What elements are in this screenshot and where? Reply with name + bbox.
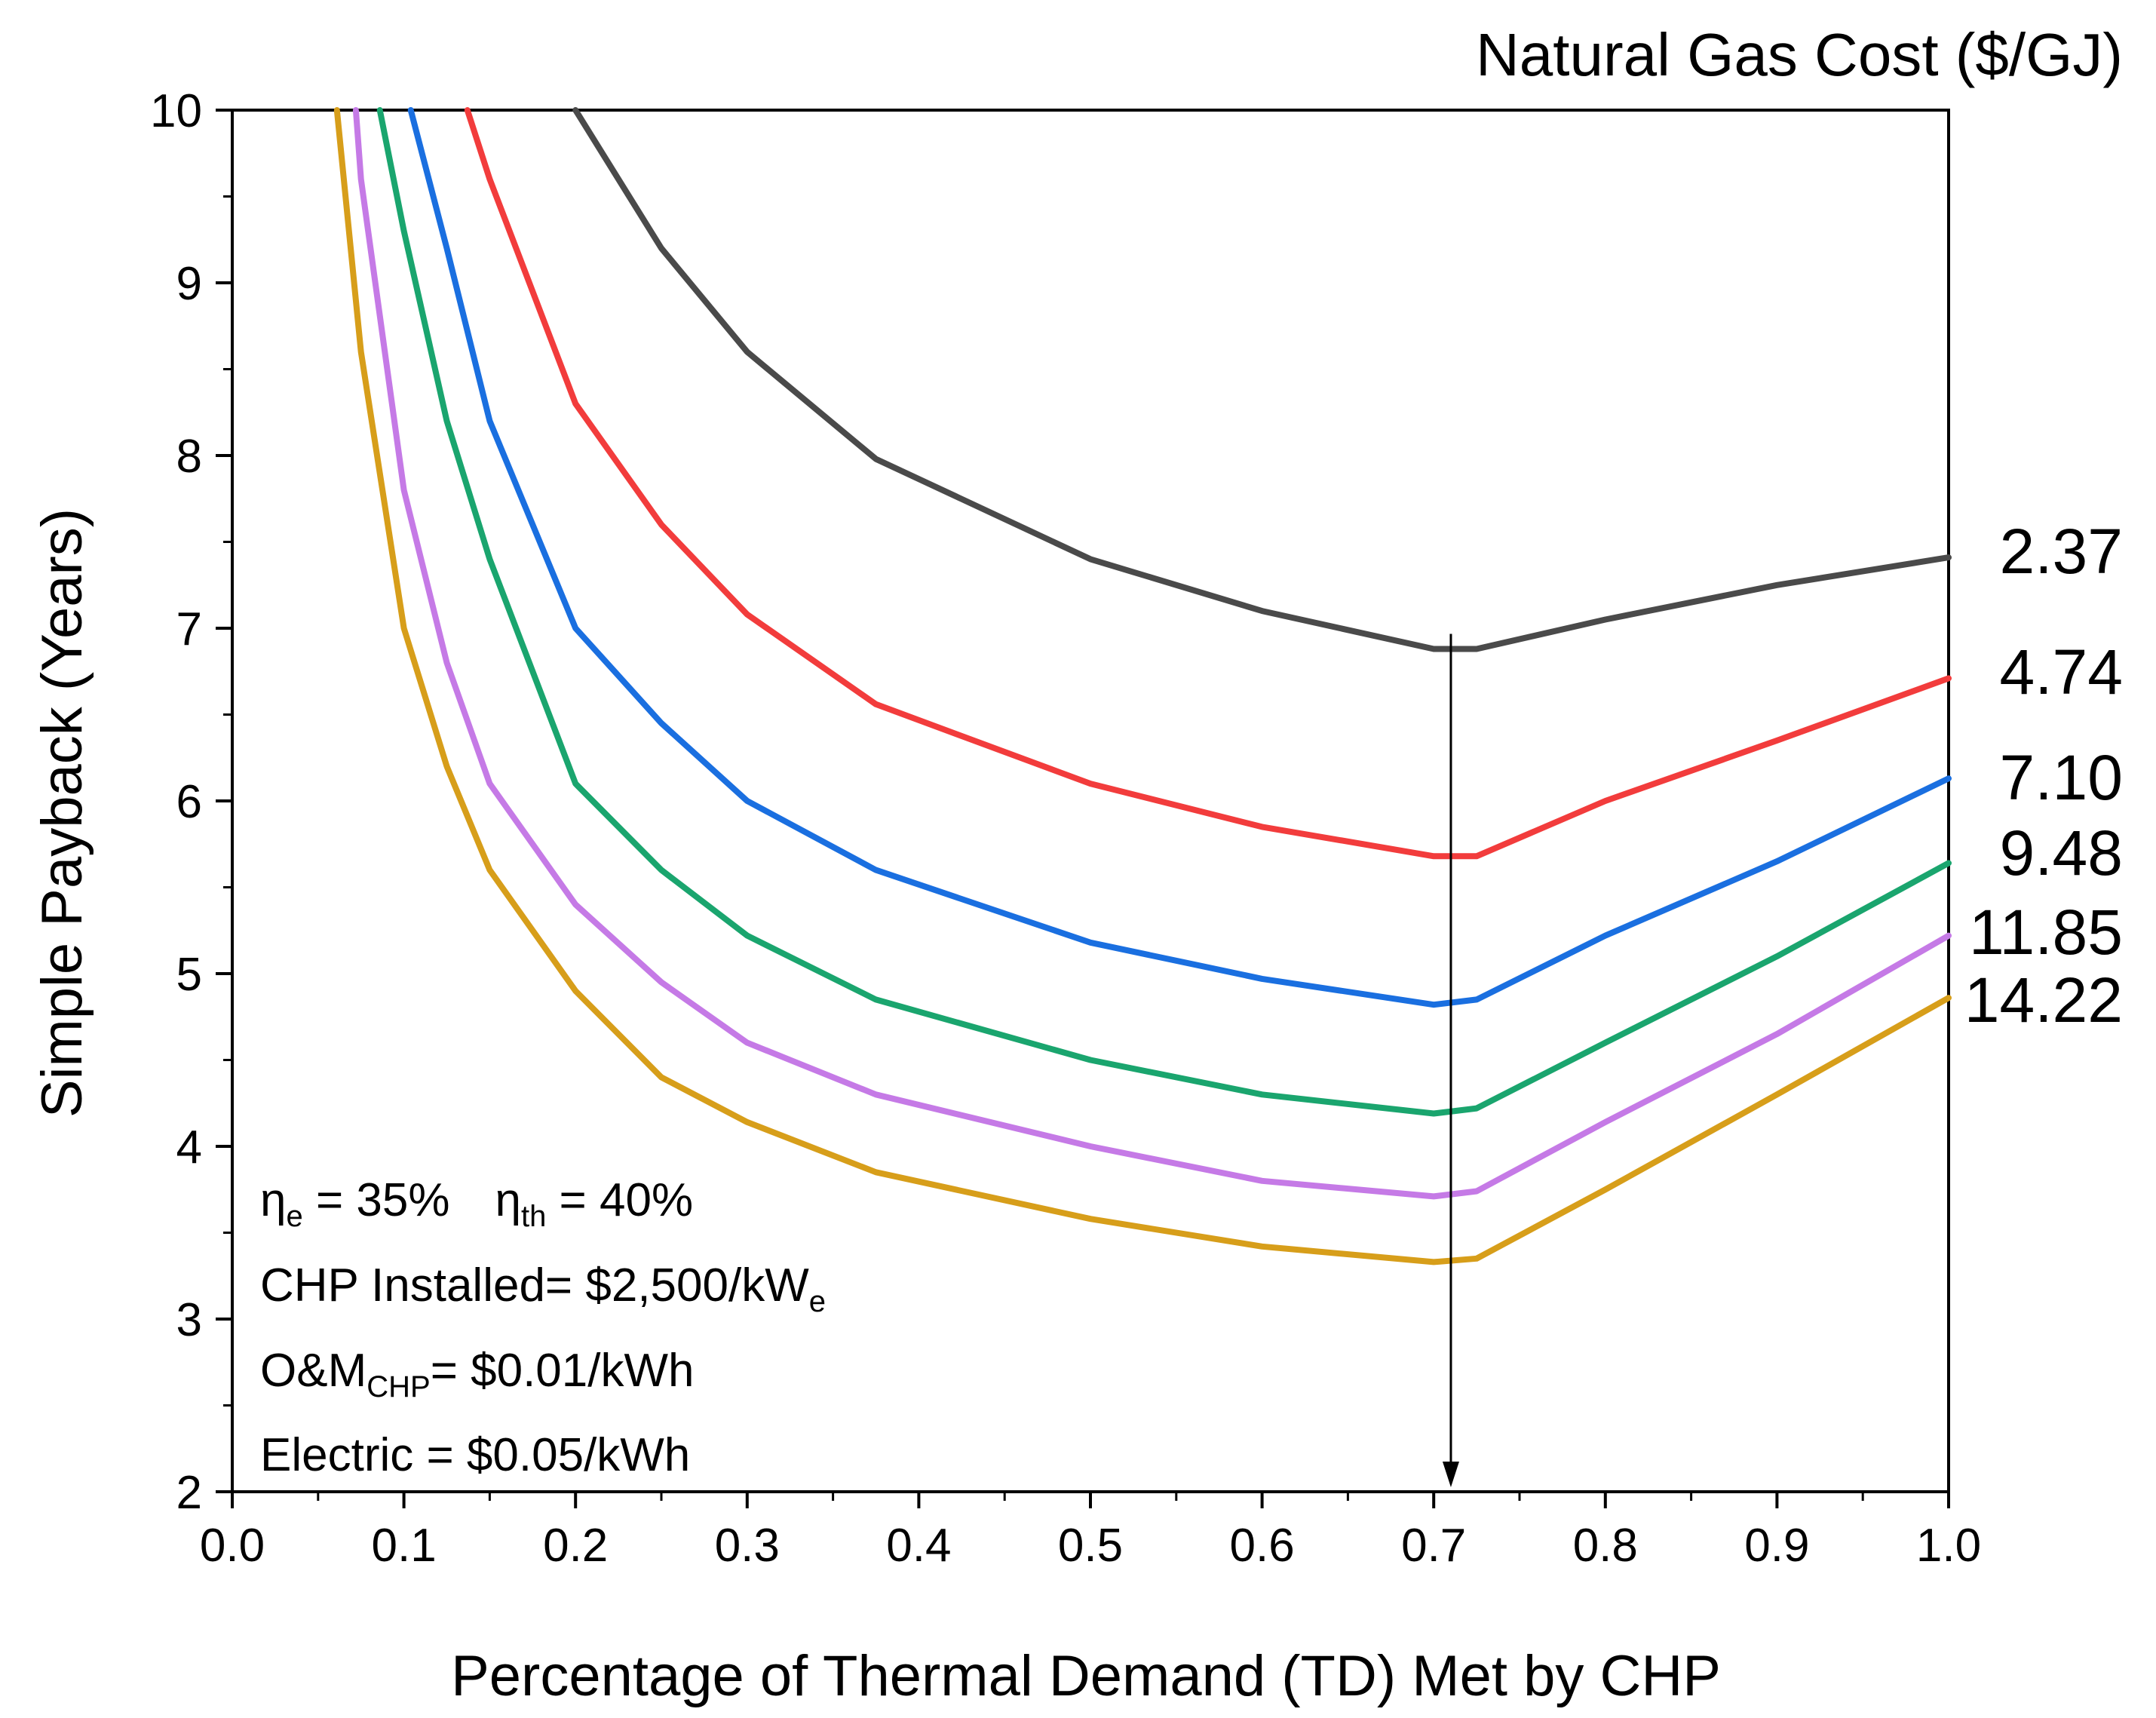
x-tick-label: 0.0 — [200, 1520, 265, 1572]
x-tick-label: 0.3 — [715, 1520, 780, 1572]
om-cost-note: O&MCHP= $0.01/kWh — [260, 1345, 695, 1404]
series-label-11-85: 11.85 — [1969, 897, 2123, 968]
electric-cost-note: Electric = $0.05/kWh — [260, 1429, 690, 1481]
series-line-9-48 — [376, 107, 1952, 1117]
x-tick-label: 0.1 — [371, 1520, 436, 1572]
series-line-7-10 — [407, 107, 1952, 1008]
axis-ticks: 0.0 0.1 0.2 0.3 0.4 0.5 0.6 0.7 0.8 0.9 1.0 2 3 4 5 6 7 8… — [150, 85, 1981, 1572]
x-tick-label: 0.4 — [886, 1520, 951, 1572]
x-tick-label: 0.9 — [1744, 1520, 1809, 1572]
series-label-9-48: 9.48 — [2000, 818, 2124, 888]
x-tick-label: 0.6 — [1229, 1520, 1294, 1572]
legend-title: Natural Gas Cost ($/GJ) — [1476, 21, 2123, 88]
x-tick-label: 0.5 — [1058, 1520, 1123, 1572]
y-tick-label: 3 — [176, 1294, 202, 1346]
x-tick-label: 0.7 — [1401, 1520, 1466, 1572]
y-tick-label: 6 — [176, 776, 202, 828]
series-line-2-37 — [572, 107, 1952, 652]
x-tick-label: 0.8 — [1573, 1520, 1638, 1572]
y-tick-label: 10 — [150, 85, 202, 137]
y-tick-label: 2 — [176, 1467, 202, 1519]
x-tick-label: 0.2 — [543, 1520, 608, 1572]
y-axis-title: Simple Payback (Years) — [30, 508, 94, 1118]
series-label-14-22: 14.22 — [1964, 965, 2123, 1035]
y-tick-label: 5 — [176, 949, 202, 1001]
x-tick-label: 1.0 — [1916, 1520, 1981, 1572]
installed-cost-note: CHP Installed= $2,500/kWe — [260, 1259, 826, 1318]
series-line-11-85 — [352, 107, 1952, 1200]
y-tick-label: 9 — [176, 258, 202, 310]
series-label-2-37: 2.37 — [2000, 516, 2124, 587]
y-tick-label: 8 — [176, 431, 202, 483]
y-tick-label: 4 — [176, 1121, 202, 1173]
parameter-notes: ηe = 35% ηth = 40% CHP Installed= $2,500/… — [260, 1174, 826, 1481]
x-axis-title: Percentage of Thermal Demand (TD) Met by… — [451, 1644, 1721, 1708]
series-line-14-22 — [333, 107, 1952, 1265]
efficiency-note: ηe = 35% ηth = 40% — [260, 1174, 693, 1233]
series-label-4-74: 4.74 — [2000, 637, 2124, 707]
marker-arrowhead — [1442, 1462, 1459, 1487]
optimum-marker — [1442, 634, 1459, 1487]
series-lines — [333, 107, 1952, 1265]
y-tick-label: 7 — [176, 603, 202, 655]
series-line-4-74 — [464, 107, 1952, 860]
series-label-7-10: 7.10 — [2000, 742, 2124, 813]
